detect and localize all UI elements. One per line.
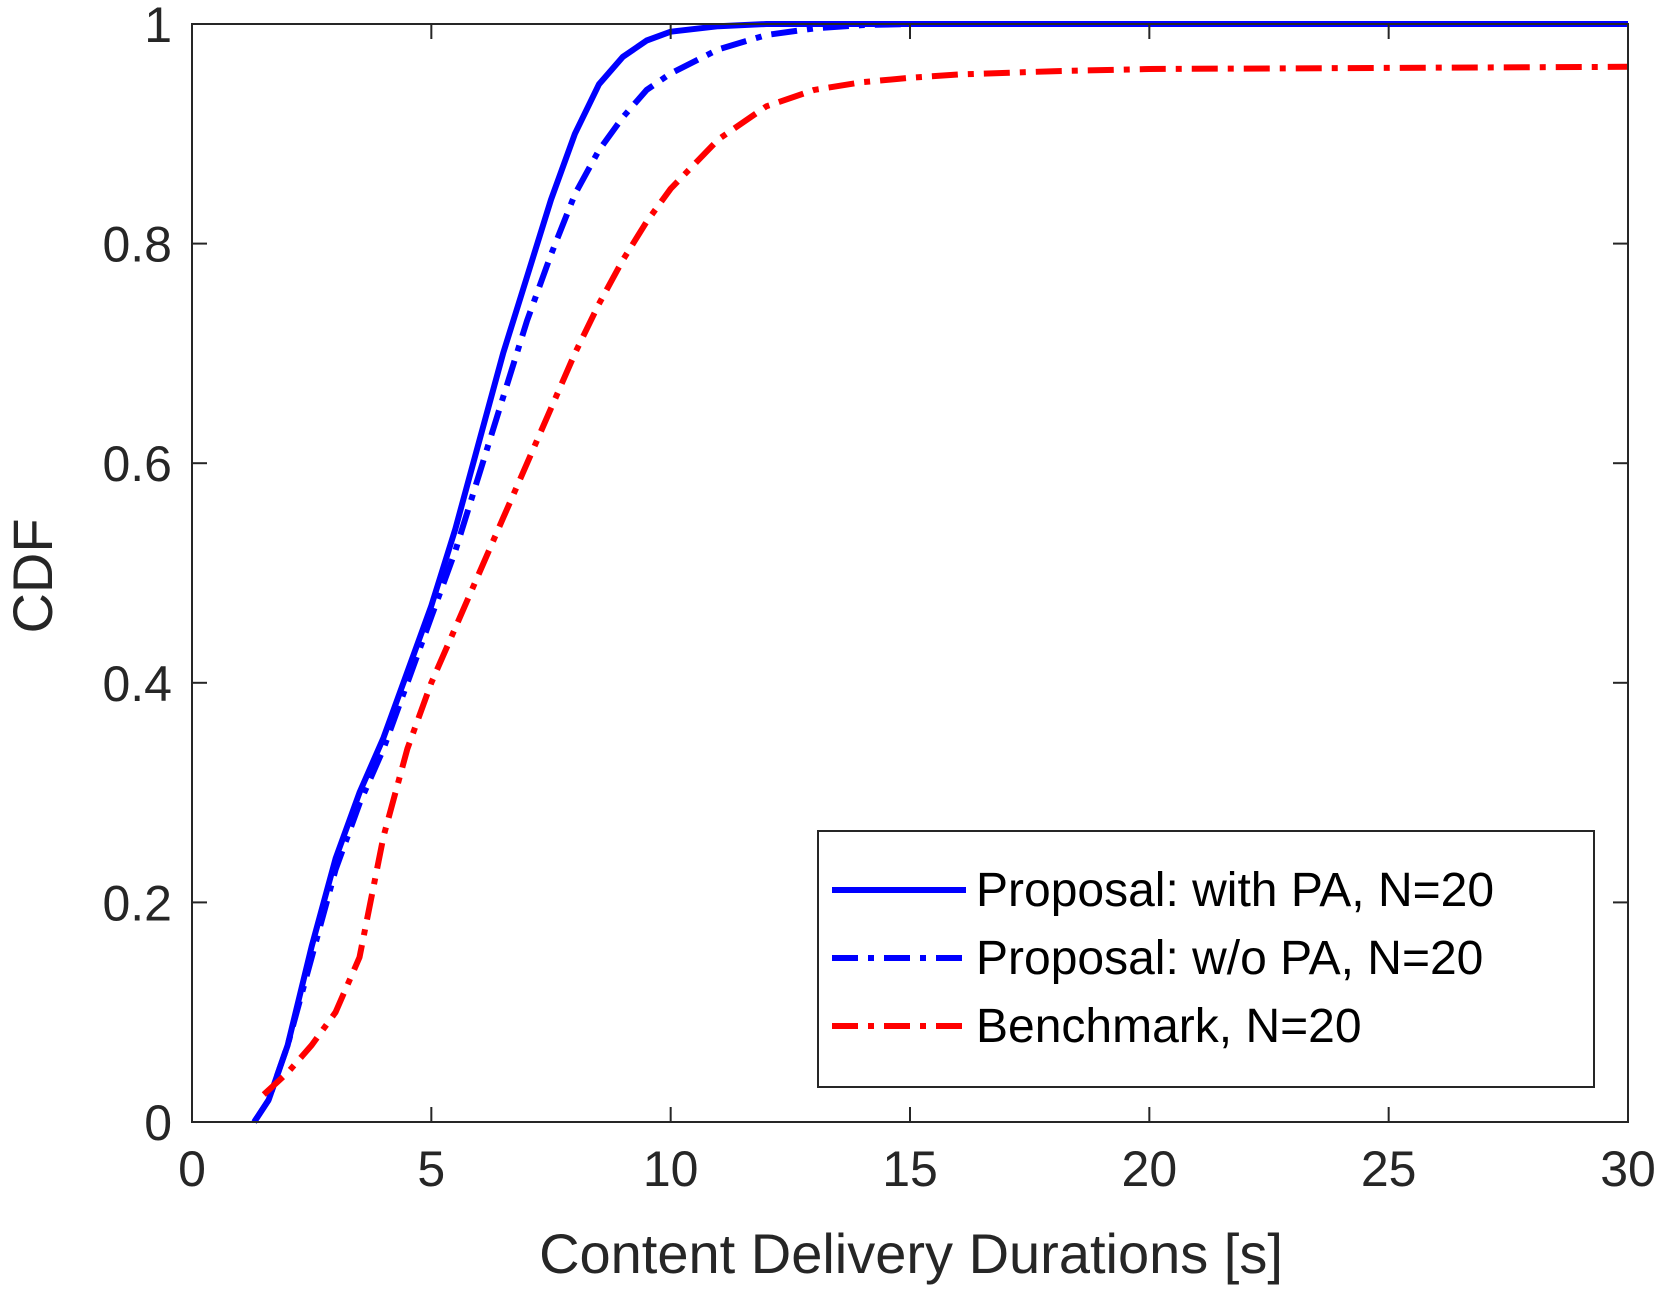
y-tick-label: 0.4 [102,656,172,712]
y-axis-title: CDF [1,518,64,633]
x-tick-label: 15 [882,1141,938,1197]
y-tick-label: 0.6 [102,436,172,492]
x-axis-title: Content Delivery Durations [s] [539,1222,1283,1285]
axes-layer: 0 5 10 15 20 25 30 0 0.2 0.4 0.6 0.8 1 [102,0,1655,1197]
x-tick-label: 10 [643,1141,699,1197]
series-line-2 [251,21,1628,1124]
x-tick-label: 0 [178,1141,206,1197]
y-tick-label: 0 [144,1095,172,1151]
x-tick-label: 30 [1600,1141,1656,1197]
legend-label-3: Benchmark, N=20 [976,1000,1362,1053]
legend-label-1: Proposal: with PA, N=20 [976,864,1494,917]
y-tick-label: 0.8 [102,217,172,273]
y-tick-label: 0.2 [102,875,172,931]
x-tick-label: 5 [417,1141,445,1197]
x-tick-label: 25 [1361,1141,1417,1197]
legend: Proposal: with PA, N=20 Proposal: w/o PA,… [817,830,1595,1088]
legend-label-2: Proposal: w/o PA, N=20 [976,932,1483,985]
series-line-3 [261,63,1629,1097]
x-tick-label: 20 [1122,1141,1178,1197]
y-tick-label: 1 [144,0,172,53]
